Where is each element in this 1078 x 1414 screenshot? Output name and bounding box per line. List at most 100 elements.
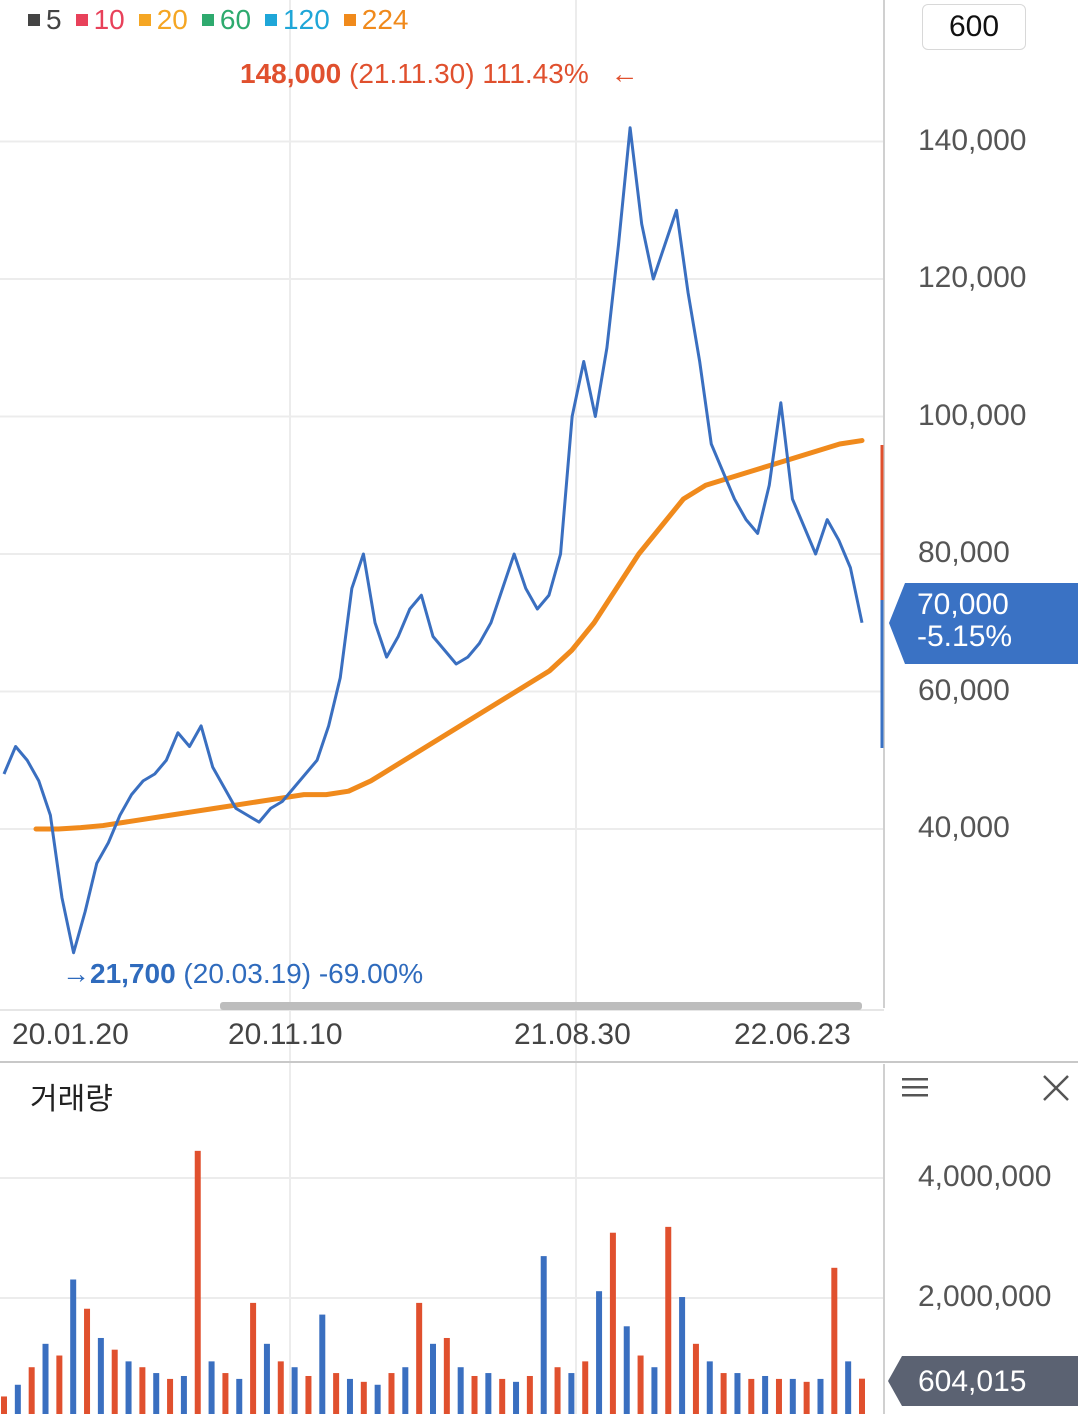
- volume-bar: [679, 1297, 686, 1414]
- volume-bar: [222, 1373, 229, 1414]
- volume-bar: [250, 1302, 257, 1414]
- volume-bar: [568, 1373, 575, 1414]
- legend-item-224[interactable]: 224: [343, 4, 408, 36]
- volume-bar: [167, 1378, 174, 1414]
- volume-bar: [28, 1367, 35, 1414]
- volume-bar: [720, 1373, 727, 1414]
- volume-bar: [319, 1314, 326, 1414]
- volume-bar: [596, 1291, 603, 1414]
- period-button[interactable]: 600: [922, 4, 1026, 50]
- y-tick-label: 100,000: [918, 399, 1027, 432]
- volume-bar: [443, 1337, 450, 1414]
- price-label-shape: [889, 583, 1078, 664]
- volume-bar: [582, 1361, 589, 1414]
- legend-label: 10: [93, 4, 125, 35]
- volume-bar: [388, 1373, 395, 1414]
- x-tick-label: 20.01.20: [12, 1018, 129, 1051]
- volume-bar: [402, 1367, 409, 1414]
- high-date: (21.11.30): [349, 58, 475, 89]
- volume-bar: [485, 1373, 492, 1414]
- volume-bar: [748, 1378, 755, 1414]
- volume-bar: [84, 1308, 91, 1414]
- volume-bar: [1, 1396, 7, 1414]
- volume-bar: [457, 1367, 464, 1414]
- y-tick-label: 120,000: [918, 261, 1027, 294]
- legend-item-5[interactable]: 5: [28, 4, 62, 36]
- volume-tick-label: 2,000,000: [918, 1280, 1052, 1313]
- legend-label: 120: [283, 4, 330, 35]
- legend-item-120[interactable]: 120: [265, 4, 330, 36]
- legend-label: 5: [46, 4, 62, 35]
- volume-label-shape: [888, 1356, 1078, 1406]
- volume-bar: [845, 1361, 852, 1414]
- volume-tick-label: 4,000,000: [918, 1160, 1052, 1193]
- volume-bar: [430, 1343, 436, 1414]
- volume-bar: [333, 1373, 340, 1414]
- volume-bar: [499, 1378, 506, 1414]
- volume-bar: [762, 1375, 769, 1414]
- volume-bar: [513, 1381, 520, 1414]
- hamburger-icon[interactable]: [900, 1074, 932, 1107]
- volume-bar: [56, 1355, 63, 1414]
- volume-bar: [346, 1378, 353, 1414]
- y-tick-label: 80,000: [918, 536, 1010, 569]
- volume-bar: [111, 1349, 118, 1414]
- y-tick-label: 40,000: [918, 811, 1010, 844]
- low-price: 21,700: [90, 958, 176, 989]
- legend-item-20[interactable]: 20: [138, 4, 188, 36]
- volume-bar: [609, 1232, 616, 1414]
- high-price: 148,000: [240, 58, 342, 89]
- price-series-line: [2, 126, 864, 955]
- legend-item-60[interactable]: 60: [201, 4, 252, 36]
- volume-bar: [651, 1367, 658, 1414]
- left-arrow-icon: ←: [610, 58, 639, 89]
- volume-bar: [526, 1375, 533, 1414]
- low-annotation: →21,700 (20.03.19) -69.00%: [62, 958, 423, 990]
- ma-224-line: [33, 438, 865, 832]
- volume-bar: [817, 1378, 824, 1414]
- volume-bar: [554, 1367, 561, 1414]
- volume-bar: [471, 1375, 478, 1414]
- current-volume-label: 604,015: [888, 1356, 1078, 1406]
- volume-bar: [692, 1343, 699, 1414]
- volume-bar: [360, 1381, 367, 1414]
- legend-label: 60: [219, 4, 252, 35]
- volume-bar: [859, 1378, 865, 1414]
- y-tick-label: 60,000: [918, 674, 1010, 707]
- right-arrow-icon: →: [62, 958, 90, 989]
- volume-title: 거래량: [30, 1083, 113, 1116]
- volume-bar: [734, 1373, 741, 1414]
- high-pct: 111.43%: [482, 58, 589, 89]
- volume-bar: [374, 1384, 381, 1414]
- low-date: (20.03.19): [183, 958, 312, 989]
- legend-label: 20: [156, 4, 188, 35]
- scroll-bar[interactable]: [220, 1002, 862, 1010]
- volume-bar: [153, 1373, 160, 1414]
- x-tick-label: 20.11.10: [228, 1018, 343, 1051]
- ma-legend: 5 10 20 60 120 224: [28, 4, 408, 36]
- volume-bar: [540, 1256, 547, 1414]
- volume-bar: [277, 1361, 284, 1414]
- volume-bar: [180, 1375, 187, 1414]
- high-annotation: 148,000 (21.11.30) 111.43% ←: [240, 58, 639, 90]
- legend-item-10[interactable]: 10: [75, 4, 125, 36]
- volume-bar: [97, 1337, 104, 1414]
- current-volume: 604,015: [918, 1365, 1027, 1398]
- volume-bar: [125, 1361, 132, 1414]
- current-change: -5.15%: [917, 620, 1013, 653]
- volume-bar: [208, 1361, 215, 1414]
- close-icon[interactable]: [1040, 1072, 1072, 1109]
- volume-bar: [831, 1267, 838, 1414]
- volume-bar: [637, 1355, 644, 1414]
- volume-bar: [305, 1375, 312, 1414]
- volume-bar: [14, 1384, 21, 1414]
- x-tick-label: 22.06.23: [734, 1018, 851, 1051]
- volume-bar: [789, 1378, 796, 1414]
- volume-bar: [263, 1343, 270, 1414]
- volume-bar: [665, 1226, 672, 1414]
- volume-bar: [706, 1361, 713, 1414]
- current-price: 70,000: [917, 588, 1009, 621]
- low-pct: -69.00%: [318, 958, 424, 989]
- volume-bar: [623, 1326, 630, 1414]
- y-tick-label: 140,000: [918, 124, 1027, 157]
